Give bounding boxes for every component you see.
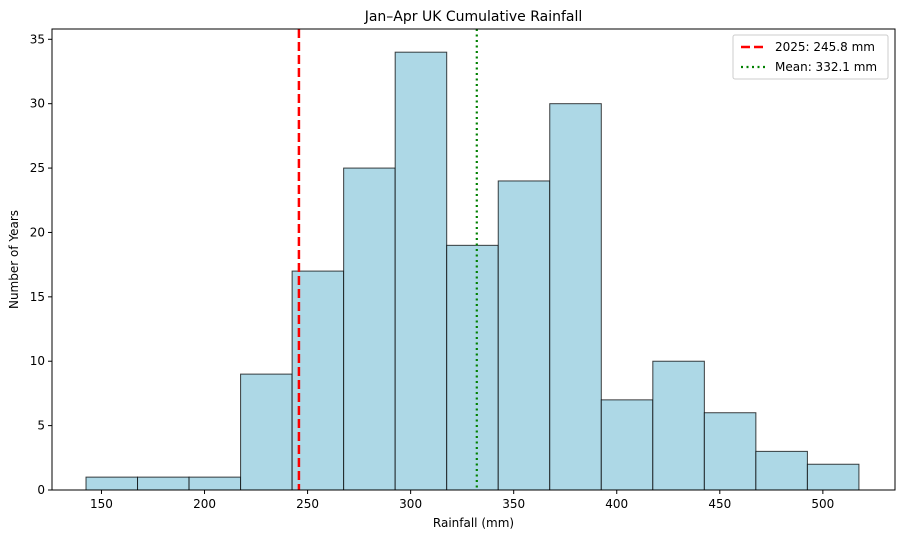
- y-axis-label: Number of Years: [7, 210, 21, 309]
- histogram-bar: [497, 180, 551, 491]
- histogram-bar: [755, 450, 808, 491]
- y-tick-label: 15: [30, 290, 45, 304]
- x-tick-label: 200: [193, 497, 216, 511]
- y-tick-label: 20: [30, 225, 45, 239]
- legend-label-mean: Mean: 332.1 mm: [775, 60, 877, 74]
- histogram-bar: [446, 244, 499, 491]
- bars-layer: [85, 51, 860, 491]
- histogram-bar: [85, 476, 139, 491]
- x-tick-label: 250: [296, 497, 319, 511]
- x-tick-label: 400: [605, 497, 628, 511]
- y-tick-label: 10: [30, 354, 45, 368]
- x-axis-ticks: 150 200 250 300 350 400 450 500: [90, 490, 834, 511]
- y-axis-ticks: 0 5 10 15 20 25 30 35: [30, 32, 52, 497]
- histogram-bar: [394, 51, 448, 491]
- histogram-bar: [188, 476, 242, 491]
- legend: 2025: 245.8 mm Mean: 332.1 mm: [732, 34, 889, 80]
- y-tick-label: 25: [30, 161, 45, 175]
- histogram-bar: [806, 463, 860, 491]
- chart-title: Jan–Apr UK Cumulative Rainfall: [364, 9, 583, 25]
- legend-box: [732, 34, 889, 80]
- histogram-bar: [137, 476, 190, 491]
- x-tick-label: 150: [90, 497, 113, 511]
- reference-lines-layer: [297, 29, 478, 490]
- x-tick-label: 300: [399, 497, 422, 511]
- x-axis-label: Rainfall (mm): [433, 516, 514, 530]
- histogram-bar: [600, 399, 654, 491]
- y-tick-label: 35: [30, 32, 45, 46]
- histogram-bar: [549, 103, 602, 491]
- x-tick-label: 450: [708, 497, 731, 511]
- histogram-bar: [652, 360, 705, 491]
- y-tick-label: 0: [37, 483, 45, 497]
- y-tick-label: 30: [30, 97, 45, 111]
- histogram-bar: [240, 373, 293, 491]
- legend-label-2025: 2025: 245.8 mm: [775, 40, 875, 54]
- axes-frame: [51, 28, 896, 491]
- histogram-bar: [703, 412, 757, 491]
- x-tick-label: 500: [811, 497, 834, 511]
- y-tick-label: 5: [37, 419, 45, 433]
- x-tick-label: 350: [502, 497, 525, 511]
- histogram-bar: [343, 167, 396, 491]
- histogram-bar: [291, 270, 345, 491]
